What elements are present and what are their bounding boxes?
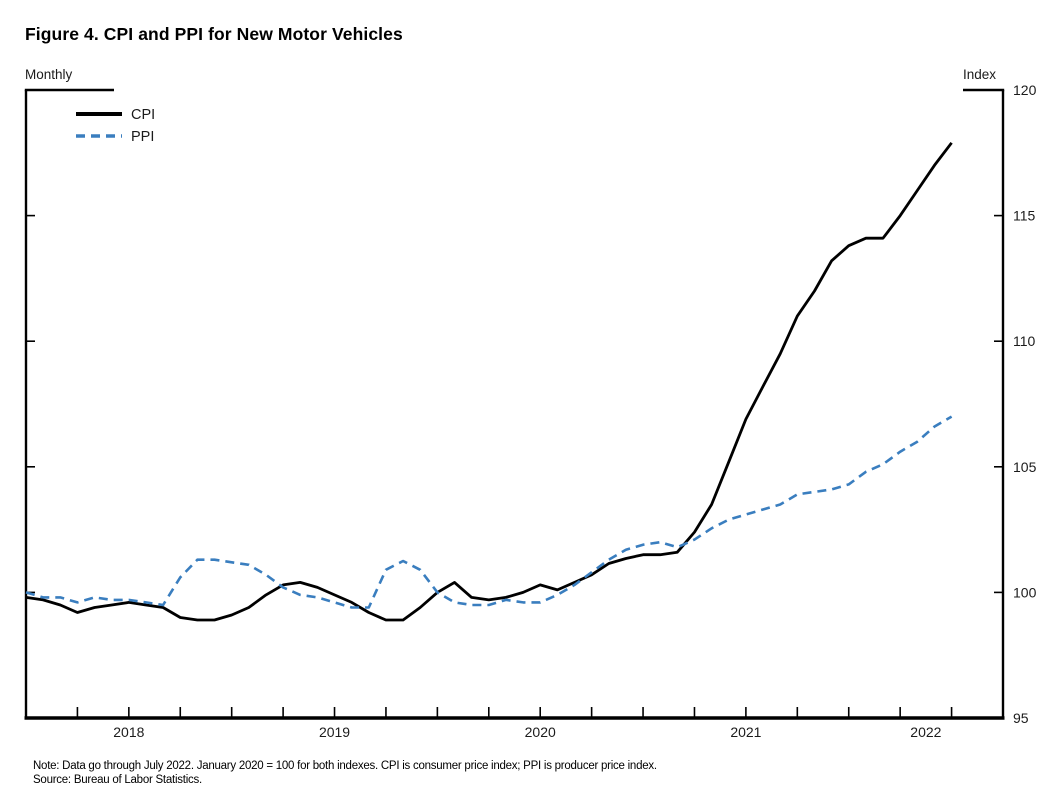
x-year-label: 2019	[319, 724, 350, 740]
figure-notes: Note: Data go through July 2022. January…	[33, 760, 657, 787]
ppi-line	[25, 415, 953, 609]
source-line: Source: Bureau of Labor Statistics.	[33, 773, 202, 786]
note-line: Note: Data go through July 2022. January…	[33, 760, 657, 772]
y-tick-label: 115	[1013, 208, 1036, 224]
legend-cpi-label: CPI	[131, 107, 155, 123]
y-tick-label: 120	[1013, 82, 1037, 98]
x-year-label: 2018	[113, 724, 144, 740]
x-year-label: 2022	[910, 724, 941, 740]
y-tick-label: 95	[1013, 710, 1029, 726]
x-year-label: 2021	[730, 724, 761, 740]
legend-ppi-label: PPI	[131, 129, 154, 145]
x-year-label: 2020	[525, 724, 556, 740]
y-tick-label: 110	[1013, 333, 1036, 349]
cpi-line	[25, 141, 953, 622]
y-tick-label: 105	[1013, 459, 1037, 475]
y-tick-label: 100	[1013, 584, 1037, 600]
index-unit-label: Index	[963, 67, 997, 82]
figure-title: Figure 4. CPI and PPI for New Motor Vehi…	[25, 24, 403, 44]
frequency-label: Monthly	[25, 67, 73, 82]
